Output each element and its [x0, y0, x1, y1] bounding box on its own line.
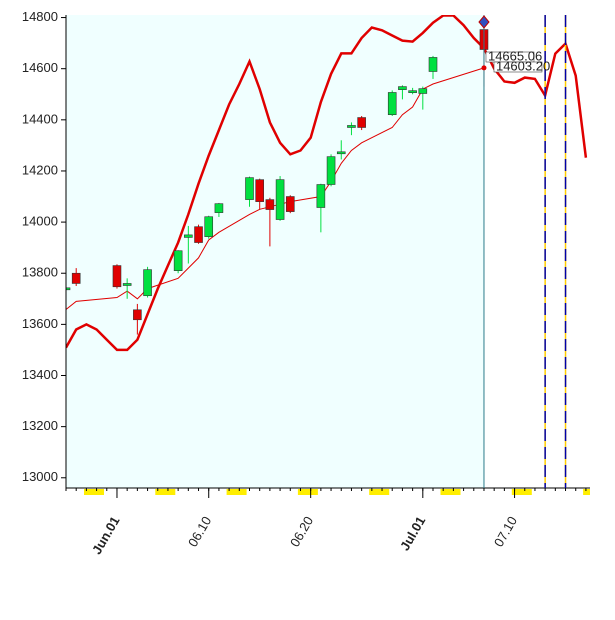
candle-body [418, 88, 428, 94]
candle-body [214, 203, 224, 213]
candle-body [265, 199, 275, 210]
candle-body [245, 177, 254, 200]
candle-body [133, 309, 142, 321]
y-tick-label: 13400 [22, 367, 58, 382]
candle-body [255, 179, 264, 202]
candle-body [66, 287, 71, 291]
overlay: 13000 13200 13400 13600 13800 14000 14200 14400… [22, 9, 590, 557]
weekend-strip [155, 489, 176, 495]
weekend-strip [297, 489, 318, 495]
annotation-label: 14603.20 [496, 58, 550, 73]
y-tick-label: 14000 [22, 214, 58, 229]
candle-body [173, 250, 183, 271]
candle-body [428, 57, 438, 72]
candle-body [71, 272, 81, 284]
signal-diamond [478, 15, 490, 29]
candle-body [398, 86, 407, 90]
y-tick-label: 13200 [22, 418, 58, 433]
plot-background [66, 15, 590, 495]
weekend-strip [226, 489, 247, 495]
candle-body [122, 283, 132, 286]
cursor-dot [481, 65, 487, 71]
weekend-strip [440, 489, 461, 495]
y-tick-label: 14200 [22, 162, 58, 177]
x-tick-label: Jun.01 [89, 514, 123, 557]
candle-body [194, 226, 203, 243]
candle-body [285, 196, 295, 212]
indicator-line [66, 15, 588, 352]
candle-body [143, 269, 152, 297]
annotation-label: 14665.06 [488, 48, 542, 63]
candle-body [275, 179, 285, 220]
candle-body [316, 184, 326, 208]
weekend-strip [583, 489, 590, 495]
candle-body [326, 156, 336, 185]
x-tick-label: 07.10 [491, 514, 520, 550]
candle-body [387, 92, 397, 116]
candle-body [204, 216, 214, 237]
y-tick-label: 14800 [22, 9, 58, 24]
candle-body [184, 234, 193, 238]
y-tick-label: 13600 [22, 316, 58, 331]
y-tick-label: 14400 [22, 111, 58, 126]
weekend-strip [511, 489, 532, 495]
plot-shade [66, 15, 484, 488]
y-tick-label: 14600 [22, 60, 58, 75]
weekend-strip [369, 489, 390, 495]
candle-body [347, 125, 356, 128]
x-tick-label: 06.10 [185, 514, 214, 550]
candle-body [336, 151, 346, 155]
weekend-strip [84, 489, 104, 495]
x-tick-label: Jul.01 [397, 514, 428, 553]
candle-body [357, 117, 366, 128]
y-tick-label: 13000 [22, 469, 58, 484]
annotation-box [493, 61, 543, 73]
x-tick-label: 06.20 [287, 514, 316, 550]
candle-body [408, 90, 417, 93]
y-tick-label: 13800 [22, 265, 58, 280]
candle-body [112, 265, 122, 288]
